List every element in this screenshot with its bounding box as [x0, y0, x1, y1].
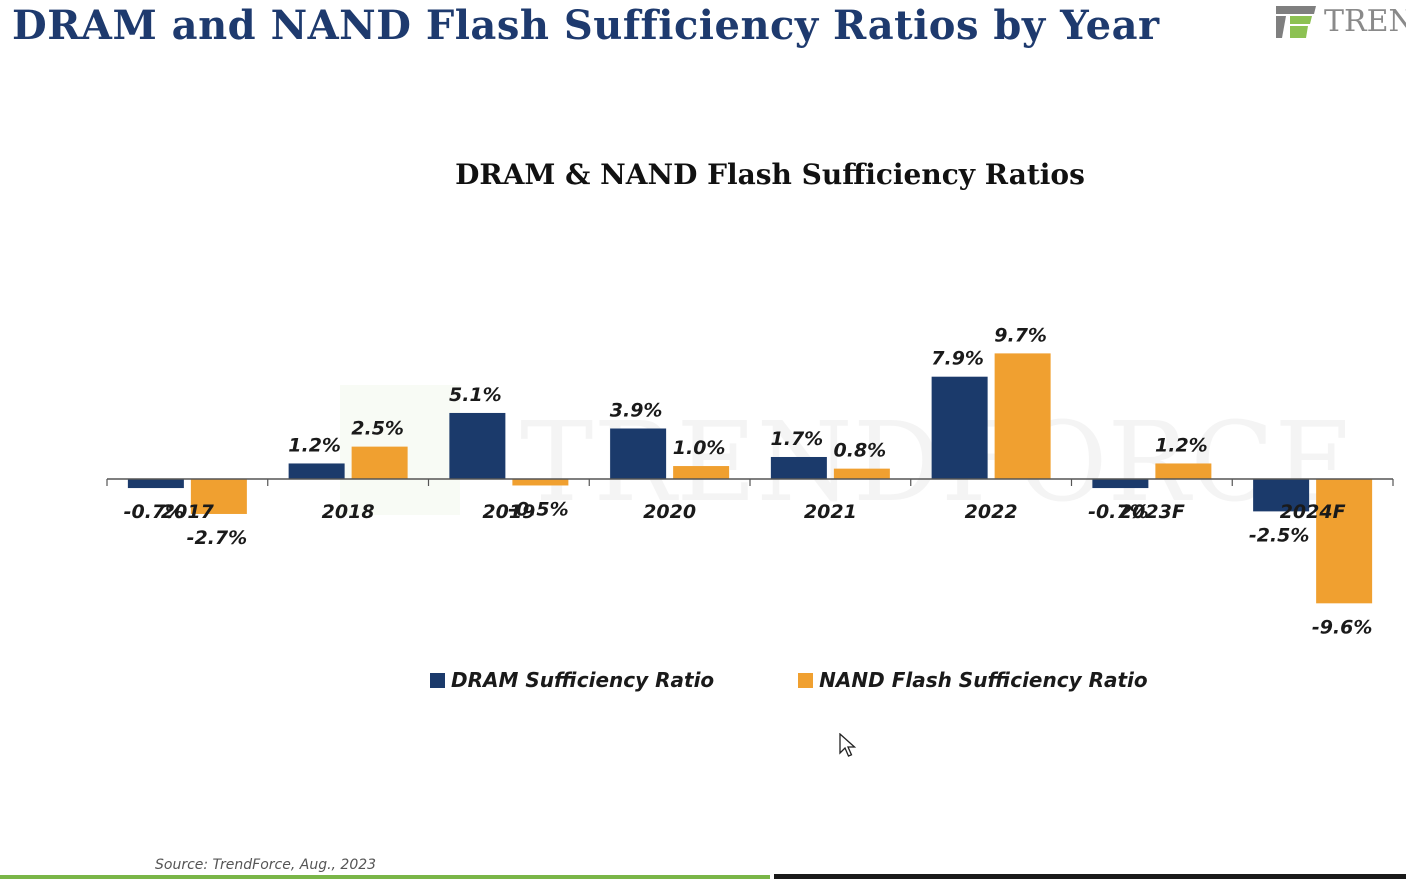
legend-swatch-dram — [430, 672, 445, 688]
data-label: -0.7% — [124, 501, 185, 523]
legend-label-nand: NAND Flash Sufficiency Ratio — [819, 668, 1148, 692]
data-label: -0.5% — [508, 498, 569, 520]
page-title: DRAM and NAND Flash Sufficiency Ratios b… — [12, 2, 1160, 49]
x-tick-label: 2021 — [804, 501, 857, 523]
x-tick-label: 2024F — [1280, 501, 1346, 523]
bar-nand-2023F — [1155, 463, 1212, 479]
bar-dram-2020 — [610, 428, 667, 479]
data-label: -2.5% — [1249, 524, 1310, 546]
chart-title: DRAM & NAND Flash Sufficiency Ratios — [455, 158, 1085, 191]
data-label: 9.7% — [994, 324, 1047, 346]
x-tick-label: 2020 — [643, 501, 696, 523]
bar-nand-2024F — [1316, 479, 1373, 604]
data-label: 5.1% — [449, 384, 502, 406]
data-label: -0.7% — [1088, 501, 1149, 523]
bar-nand-2020 — [673, 466, 730, 479]
data-label: 1.0% — [673, 437, 726, 459]
bar-dram-2024F — [1253, 479, 1310, 512]
bar-nand-2017 — [190, 479, 247, 514]
bar-nand-2021 — [833, 468, 890, 479]
bar-nand-2019 — [512, 479, 569, 486]
legend-label-dram: DRAM Sufficiency Ratio — [451, 668, 715, 692]
legend-item-dram: DRAM Sufficiency Ratio — [430, 668, 714, 692]
data-label: 0.8% — [834, 440, 887, 462]
bar-dram-2018 — [288, 463, 345, 479]
bar-dram-2019 — [449, 412, 506, 479]
mouse-pointer-icon — [839, 733, 857, 757]
x-tick-label: 2022 — [965, 501, 1018, 523]
bar-dram-2021 — [770, 456, 827, 479]
x-tick-label: 2018 — [322, 501, 375, 523]
data-label: -9.6% — [1312, 616, 1373, 638]
data-label: 1.2% — [1155, 434, 1208, 456]
bar-dram-2022 — [931, 376, 988, 479]
x-tick-label: 2023F — [1119, 501, 1185, 523]
legend-item-nand: NAND Flash Sufficiency Ratio — [798, 668, 1148, 692]
data-label: 7.9% — [931, 348, 984, 370]
trendforce-logo: TREN — [1272, 2, 1406, 42]
bar-dram-2023F — [1092, 479, 1149, 489]
trendforce-logo-icon — [1276, 6, 1316, 38]
x-tick-label: 2017 — [161, 501, 215, 523]
bar-dram-2017 — [127, 479, 184, 489]
data-label: 3.9% — [610, 399, 663, 421]
legend-swatch-nand — [798, 672, 814, 688]
data-label: 2.5% — [351, 418, 404, 440]
x-tick-label: 2019 — [482, 501, 535, 523]
source-note: Source: TrendForce, Aug., 2023 — [155, 857, 377, 873]
footer-bar-dark — [774, 874, 1406, 879]
data-label: 1.2% — [288, 434, 341, 456]
bar-nand-2018 — [351, 446, 408, 479]
chart-legend: DRAM Sufficiency Ratio NAND Flash Suffic… — [430, 668, 1232, 692]
footer-bar-green — [0, 875, 770, 879]
bar-nand-2022 — [994, 353, 1051, 479]
logo-text: TREN — [1324, 4, 1406, 39]
data-label: -2.7% — [187, 527, 248, 549]
data-label: 1.7% — [771, 428, 824, 450]
